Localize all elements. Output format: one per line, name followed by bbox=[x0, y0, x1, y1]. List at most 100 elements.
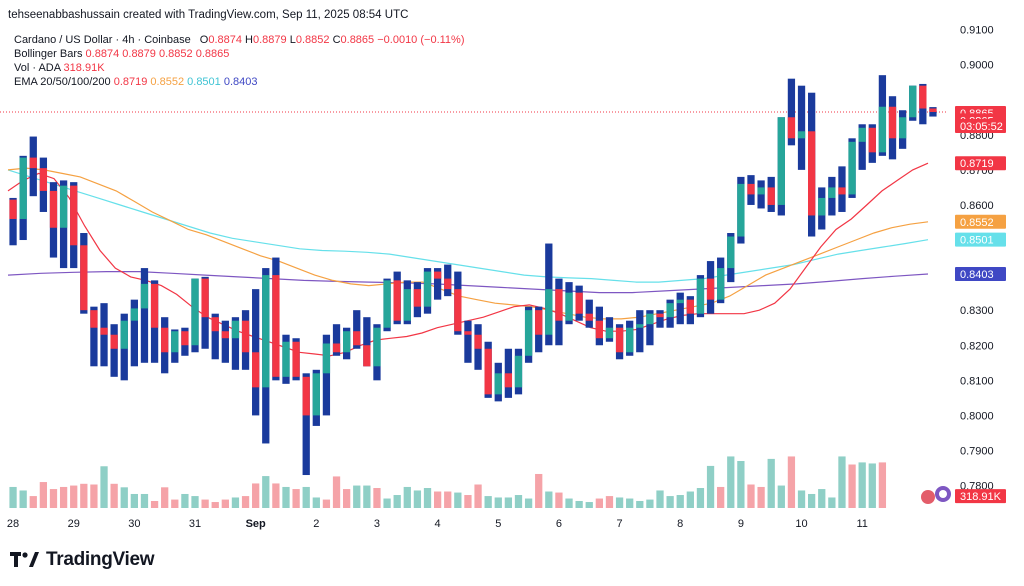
candle[interactable] bbox=[656, 310, 664, 328]
candle[interactable] bbox=[565, 282, 573, 325]
candle[interactable] bbox=[171, 329, 179, 363]
candle[interactable] bbox=[49, 182, 58, 258]
candle[interactable] bbox=[858, 124, 866, 170]
candle[interactable] bbox=[666, 299, 674, 328]
settings-icon[interactable] bbox=[921, 486, 951, 504]
candle[interactable] bbox=[100, 303, 108, 367]
candle[interactable] bbox=[575, 285, 583, 321]
candle[interactable] bbox=[110, 324, 118, 377]
candle[interactable] bbox=[717, 257, 725, 304]
candle[interactable] bbox=[676, 292, 684, 325]
candle[interactable] bbox=[363, 317, 371, 367]
candle[interactable] bbox=[393, 271, 401, 325]
candle[interactable] bbox=[929, 107, 937, 117]
symbol-legend[interactable]: Cardano / US Dollar · 4h · Coinbase O0.8… bbox=[14, 34, 465, 46]
candle[interactable] bbox=[818, 187, 826, 230]
candle[interactable] bbox=[494, 362, 502, 402]
candle[interactable] bbox=[767, 176, 775, 212]
candle[interactable] bbox=[130, 299, 138, 367]
candle[interactable] bbox=[201, 276, 209, 349]
candle[interactable] bbox=[241, 310, 250, 370]
candle[interactable] bbox=[605, 317, 614, 342]
candle[interactable] bbox=[272, 257, 280, 381]
candle[interactable] bbox=[332, 324, 341, 356]
candle[interactable] bbox=[636, 310, 644, 353]
candle[interactable] bbox=[403, 280, 411, 325]
candle[interactable] bbox=[484, 341, 492, 398]
candle[interactable] bbox=[302, 373, 310, 476]
candle[interactable] bbox=[545, 243, 553, 346]
candle[interactable] bbox=[181, 327, 189, 356]
candle[interactable] bbox=[221, 320, 229, 363]
candle[interactable] bbox=[474, 324, 482, 370]
time-tick-label: 2 bbox=[313, 518, 319, 530]
candle[interactable] bbox=[797, 85, 806, 170]
candle[interactable] bbox=[646, 310, 654, 346]
candle[interactable] bbox=[737, 176, 745, 244]
candle[interactable] bbox=[39, 157, 48, 212]
candle[interactable] bbox=[161, 317, 169, 374]
candle[interactable] bbox=[140, 268, 149, 363]
candle[interactable] bbox=[898, 110, 907, 149]
candle[interactable] bbox=[696, 275, 705, 318]
candle[interactable] bbox=[231, 317, 240, 370]
candle[interactable] bbox=[919, 83, 927, 125]
candle[interactable] bbox=[343, 327, 351, 360]
candle[interactable] bbox=[727, 233, 735, 283]
candle[interactable] bbox=[282, 334, 290, 384]
candle[interactable] bbox=[9, 197, 17, 246]
candle[interactable] bbox=[262, 268, 270, 444]
candle[interactable] bbox=[504, 348, 513, 398]
candle[interactable] bbox=[808, 92, 816, 237]
candle[interactable] bbox=[433, 268, 442, 300]
candle[interactable] bbox=[90, 306, 98, 367]
candle[interactable] bbox=[777, 117, 785, 216]
candle[interactable] bbox=[191, 278, 199, 353]
candle[interactable] bbox=[747, 175, 755, 205]
candle[interactable] bbox=[120, 313, 128, 381]
candle[interactable] bbox=[626, 320, 634, 356]
volume-legend[interactable]: Vol · ADA 318.91K bbox=[14, 62, 105, 74]
candle[interactable] bbox=[838, 166, 846, 212]
candle[interactable] bbox=[868, 124, 876, 163]
candle[interactable] bbox=[70, 182, 78, 269]
ema-legend[interactable]: EMA 20/50/100/200 0.8719 0.8552 0.8501 0… bbox=[14, 76, 258, 88]
candle[interactable] bbox=[59, 180, 68, 269]
candle[interactable] bbox=[322, 334, 331, 416]
candle[interactable] bbox=[29, 136, 37, 197]
candle[interactable] bbox=[524, 306, 533, 363]
candle[interactable] bbox=[312, 369, 320, 426]
candle[interactable] bbox=[615, 324, 624, 360]
candle[interactable] bbox=[353, 310, 361, 349]
volume-bar bbox=[605, 496, 614, 508]
candle[interactable] bbox=[757, 180, 765, 209]
candle[interactable] bbox=[454, 271, 462, 335]
candle[interactable] bbox=[909, 85, 917, 121]
candle[interactable] bbox=[888, 96, 897, 160]
candle[interactable] bbox=[585, 299, 593, 328]
candle[interactable] bbox=[535, 306, 543, 353]
candle[interactable] bbox=[464, 320, 472, 363]
candle[interactable] bbox=[252, 289, 260, 416]
candle[interactable] bbox=[595, 306, 603, 346]
candle[interactable] bbox=[211, 313, 219, 360]
bollinger-legend[interactable]: Bollinger Bars 0.8874 0.8879 0.8852 0.88… bbox=[14, 48, 230, 60]
candle[interactable] bbox=[80, 233, 88, 314]
candle[interactable] bbox=[444, 264, 452, 297]
candle[interactable] bbox=[828, 176, 836, 216]
candle[interactable] bbox=[292, 338, 300, 381]
candle[interactable] bbox=[423, 268, 432, 314]
candle[interactable] bbox=[514, 348, 523, 395]
candle[interactable] bbox=[686, 296, 694, 325]
candle[interactable] bbox=[383, 278, 391, 332]
candle[interactable] bbox=[373, 324, 381, 381]
candle[interactable] bbox=[19, 155, 27, 241]
candle[interactable] bbox=[878, 75, 887, 156]
candle[interactable] bbox=[706, 261, 715, 314]
candle[interactable] bbox=[555, 278, 563, 346]
candle[interactable] bbox=[413, 282, 422, 318]
candle[interactable] bbox=[848, 138, 856, 198]
candle[interactable] bbox=[787, 78, 796, 146]
candle[interactable] bbox=[150, 280, 159, 363]
